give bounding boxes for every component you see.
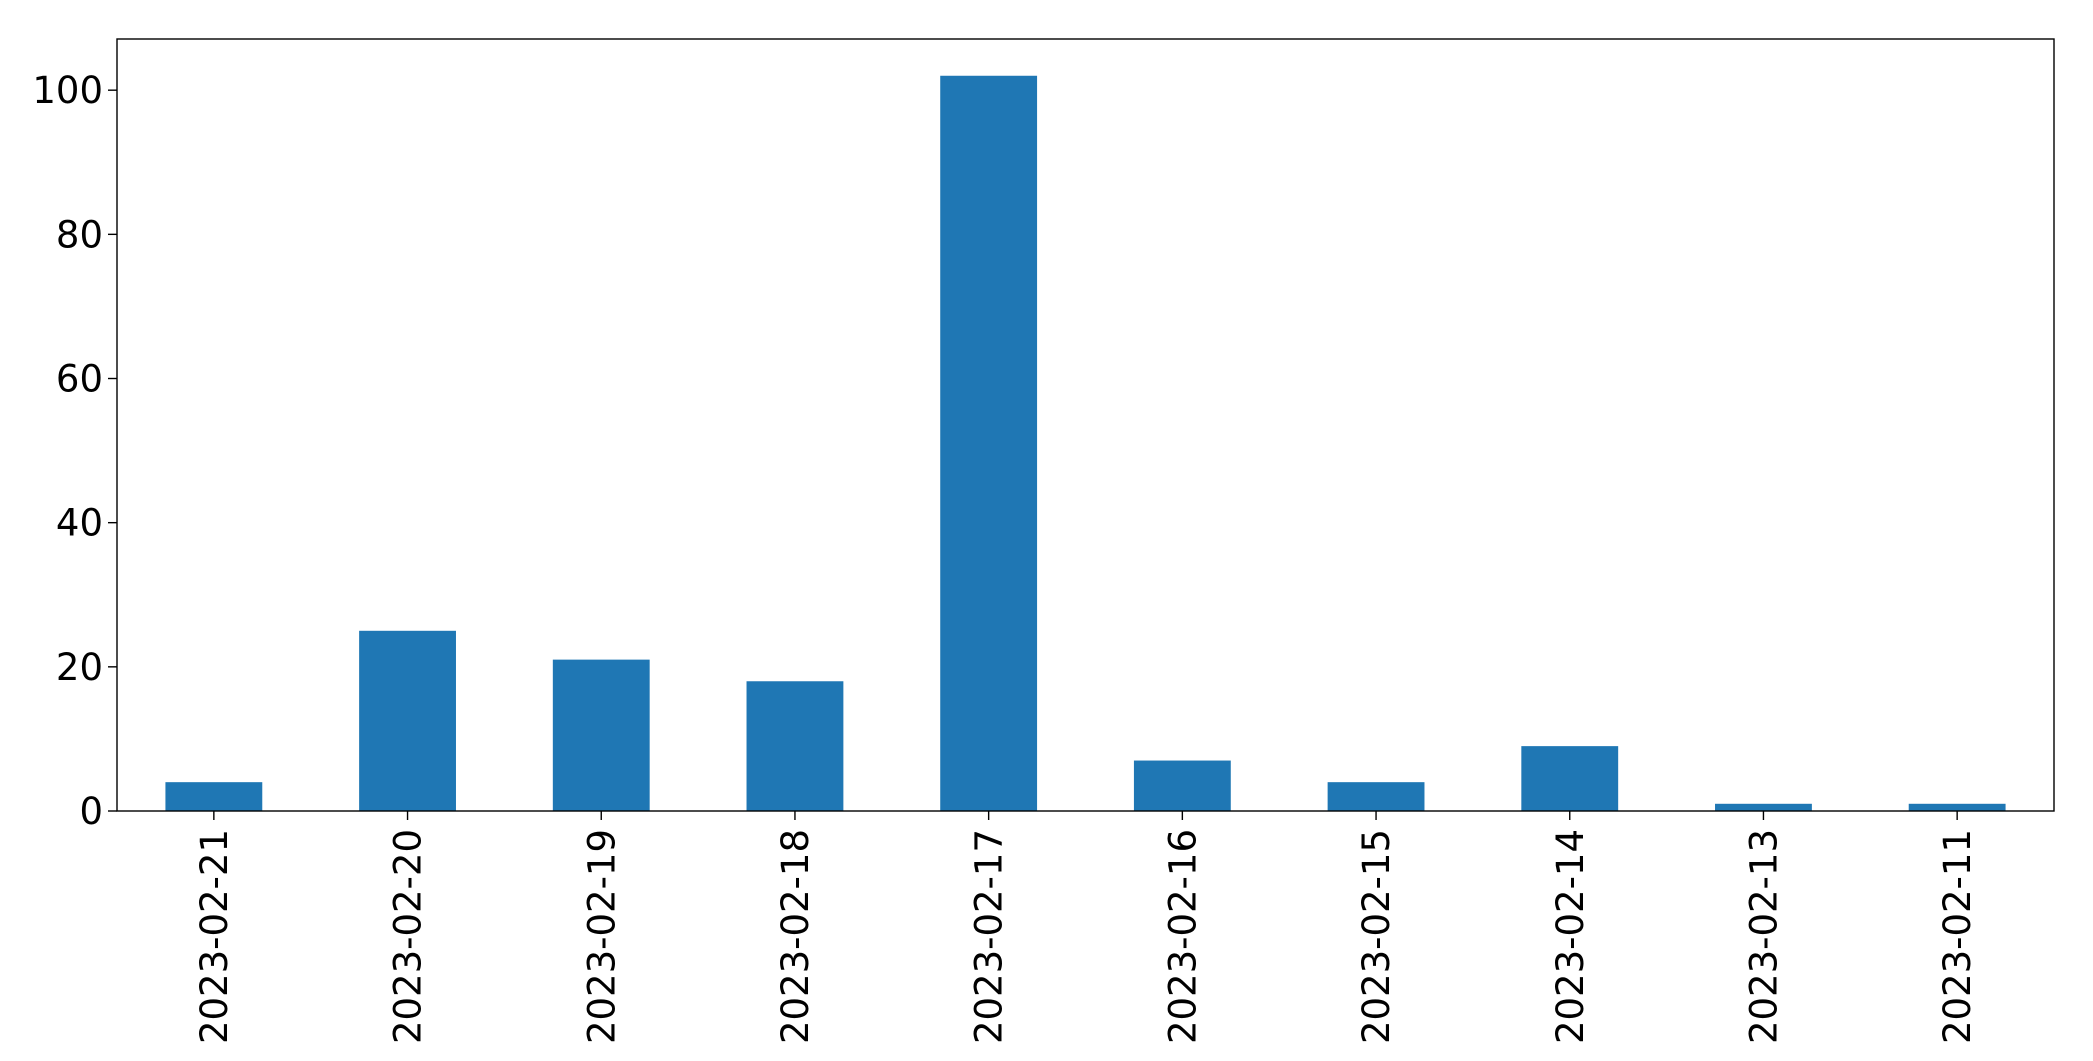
x-tick-label: 2023-02-17 — [968, 829, 1011, 1044]
bar-2023-02-18 — [746, 681, 844, 811]
y-tick-label: 60 — [56, 358, 103, 401]
x-tick-label: 2023-02-21 — [193, 829, 236, 1044]
x-tick-label: 2023-02-11 — [1936, 829, 1979, 1044]
y-tick-label: 0 — [79, 790, 103, 833]
bar-2023-02-21 — [165, 782, 263, 811]
bar-2023-02-16 — [1133, 760, 1231, 811]
y-tick-label: 20 — [56, 646, 103, 689]
x-tick-label: 2023-02-13 — [1742, 829, 1785, 1044]
bar-2023-02-15 — [1327, 782, 1425, 811]
x-tick-label: 2023-02-18 — [774, 829, 817, 1044]
y-tick-label: 40 — [56, 502, 103, 545]
plot-frame — [116, 38, 2055, 812]
bar-2023-02-11 — [1908, 803, 2006, 811]
bar-2023-02-14 — [1521, 746, 1619, 811]
x-tick-label: 2023-02-20 — [387, 829, 430, 1044]
bar-2023-02-19 — [552, 659, 650, 811]
y-tick-label: 100 — [32, 69, 103, 112]
bar-2023-02-13 — [1715, 803, 1812, 811]
x-tick-label: 2023-02-19 — [580, 829, 623, 1044]
bars-group — [165, 75, 2006, 811]
bar-2023-02-20 — [359, 630, 456, 811]
y-tick-label: 80 — [56, 213, 103, 256]
bar-2023-02-17 — [940, 75, 1038, 811]
x-tick-label: 2023-02-14 — [1549, 829, 1592, 1044]
x-tick-label: 2023-02-15 — [1355, 829, 1398, 1044]
x-tick-label: 2023-02-16 — [1161, 829, 1204, 1044]
ticks-group: 2023-02-21 2023-02-20 2023-02-19 2023-02-18… — [32, 69, 1979, 1044]
